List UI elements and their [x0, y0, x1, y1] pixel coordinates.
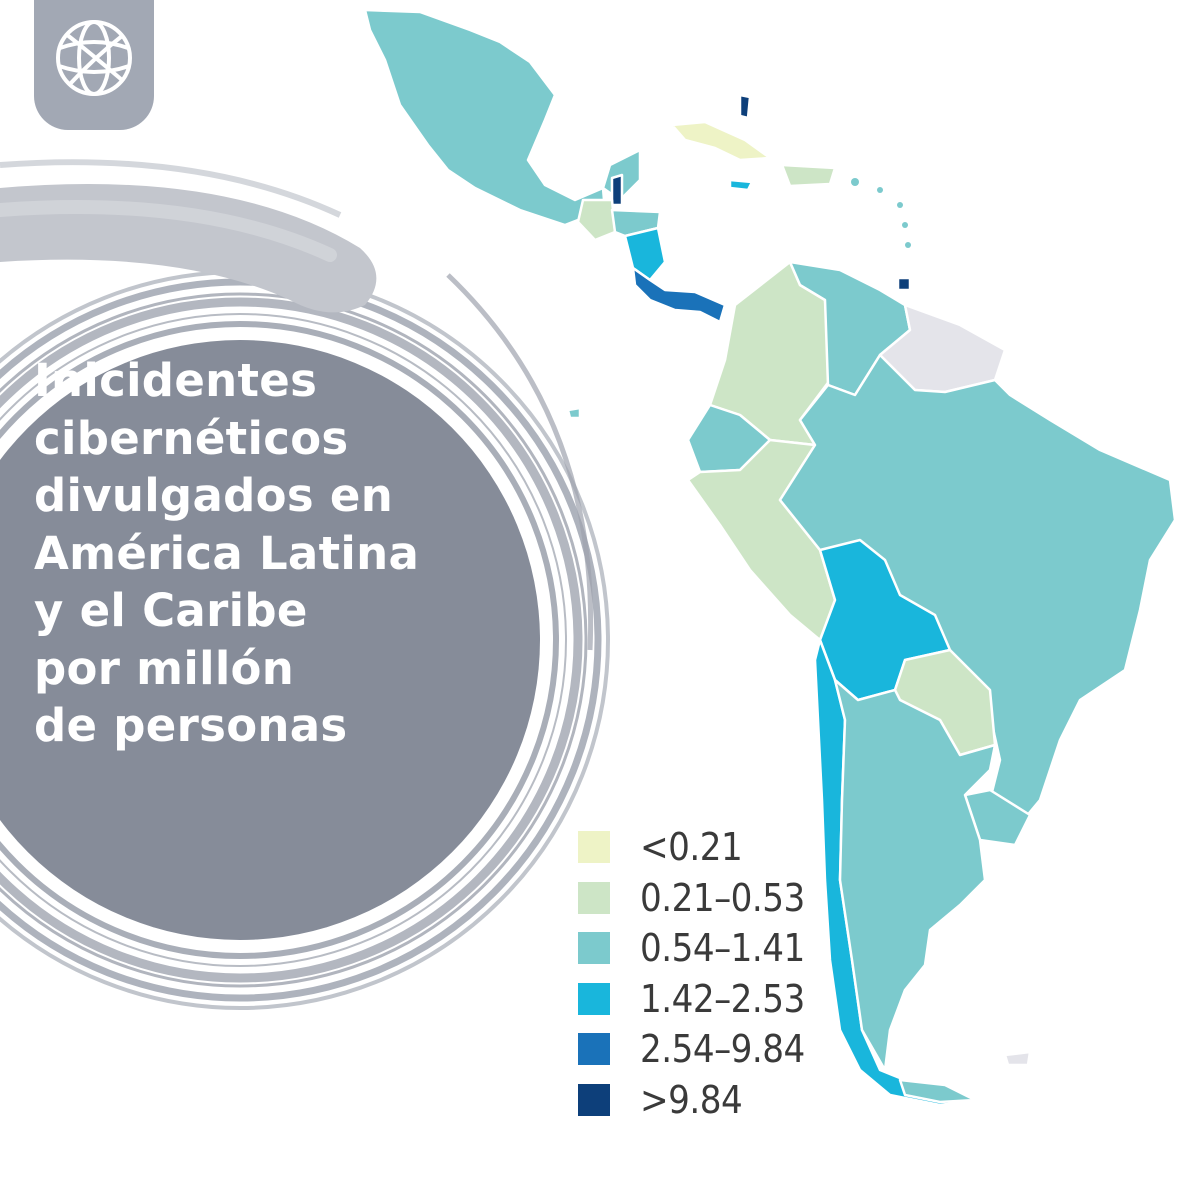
- title-circle: [0, 159, 610, 1010]
- headline-line: por millón: [34, 641, 295, 695]
- legend-swatch: [578, 1033, 610, 1066]
- hispaniola-region: [780, 163, 837, 188]
- trinidad-region: [896, 276, 912, 292]
- headline-line: de personas: [34, 699, 348, 752]
- legend-item: >9.84: [578, 1075, 818, 1126]
- globe-icon: [56, 20, 132, 96]
- legend-label: 0.21–0.53: [640, 875, 805, 920]
- headline-line: cibernéticos: [34, 411, 349, 465]
- bahamas-region: [738, 93, 752, 120]
- logo-tab: [34, 0, 154, 130]
- legend-swatch: [578, 982, 610, 1015]
- nicaragua-region: [623, 226, 667, 282]
- argentina-region: [833, 678, 997, 1072]
- legend-swatch: [578, 831, 610, 864]
- legend-label: >9.84: [640, 1077, 743, 1122]
- mexico-region: [363, 8, 607, 227]
- falklands-region: [1003, 1050, 1032, 1067]
- legend-swatch: [578, 881, 610, 914]
- legend-swatch: [578, 932, 610, 965]
- legend-item: 0.54–1.41: [578, 923, 818, 974]
- galapagos-region: [566, 406, 582, 420]
- cuba-region: [670, 120, 772, 162]
- legend-item: 0.21–0.53: [578, 873, 818, 924]
- legend-item: <0.21: [578, 822, 818, 873]
- headline-line: Inicidentes: [34, 354, 318, 407]
- costa-rica-panama-region: [631, 266, 727, 324]
- legend-label: 0.54–1.41: [640, 926, 805, 971]
- tierra-del-fuego-region: [898, 1078, 977, 1104]
- legend-label: <0.21: [640, 825, 743, 870]
- headline-line: América Latina: [34, 526, 420, 580]
- jamaica-region: [728, 178, 754, 192]
- belize-region: [610, 173, 624, 207]
- legend-item: 2.54–9.84: [578, 1024, 818, 1075]
- legend-label: 2.54–9.84: [640, 1027, 805, 1072]
- headline-line: y el Caribe: [34, 584, 308, 637]
- legend-item: 1.42–2.53: [578, 974, 818, 1025]
- headline-line: divulgados en: [34, 469, 394, 522]
- headline: Inicidentes cibernéticos divulgados en A…: [34, 352, 464, 755]
- lesser-antilles-region: [851, 178, 911, 248]
- legend-swatch: [578, 1083, 610, 1116]
- map-legend: <0.21 0.21–0.53 0.54–1.41 1.42–2.53 2.54…: [578, 822, 818, 1125]
- legend-label: 1.42–2.53: [640, 976, 805, 1021]
- guatemala-region: [576, 198, 617, 242]
